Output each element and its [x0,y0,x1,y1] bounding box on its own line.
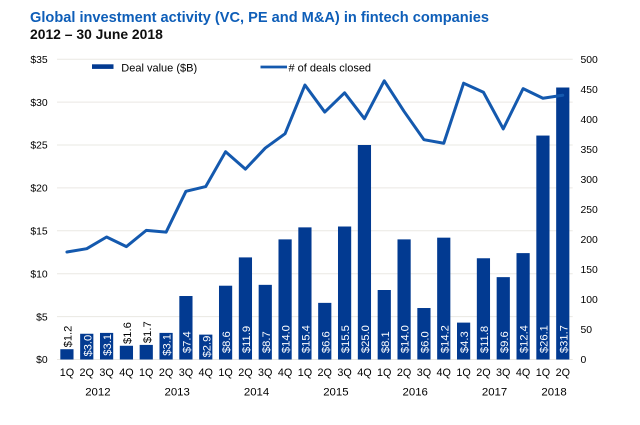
svg-text:2Q: 2Q [476,367,490,379]
svg-text:2Q: 2Q [397,367,411,379]
svg-text:450: 450 [581,85,599,96]
svg-text:$5: $5 [36,312,48,323]
svg-text:200: 200 [581,235,599,246]
svg-text:1Q: 1Q [456,367,470,379]
svg-text:4Q: 4Q [516,367,530,379]
svg-text:$8.7: $8.7 [261,331,273,353]
svg-text:4Q: 4Q [437,367,451,379]
svg-text:4Q: 4Q [357,367,371,379]
svg-text:$11.8: $11.8 [479,326,491,353]
svg-text:$4.3: $4.3 [459,331,471,353]
svg-text:2013: 2013 [165,387,190,399]
svg-text:150: 150 [581,265,599,276]
svg-text:$25.0: $25.0 [360,325,372,353]
svg-text:$3.1: $3.1 [162,334,174,356]
svg-text:2012 – 30 June 2018: 2012 – 30 June 2018 [30,26,163,42]
svg-text:$20: $20 [30,184,48,195]
svg-text:$11.9: $11.9 [241,326,253,353]
svg-text:$7.4: $7.4 [181,331,193,353]
svg-text:Global investment activity (VC: Global investment activity (VC, PE and M… [30,10,489,26]
svg-text:$14.0: $14.0 [281,325,293,353]
svg-text:$30: $30 [30,98,48,109]
svg-text:$8.1: $8.1 [380,331,392,353]
svg-text:$26.1: $26.1 [538,325,550,353]
svg-text:300: 300 [581,175,599,186]
svg-text:0: 0 [581,355,587,366]
svg-text:1Q: 1Q [218,367,232,379]
svg-text:250: 250 [581,205,599,216]
svg-text:1Q: 1Q [60,367,74,379]
svg-text:2018: 2018 [541,387,566,399]
svg-text:2Q: 2Q [159,367,173,379]
svg-text:$9.6: $9.6 [499,331,511,353]
svg-text:500: 500 [581,55,599,66]
svg-text:2Q: 2Q [238,367,252,379]
svg-text:4Q: 4Q [278,367,292,379]
svg-text:$0: $0 [36,355,48,366]
svg-text:2Q: 2Q [556,367,570,379]
svg-text:Deal value ($B): Deal value ($B) [121,62,197,74]
svg-text:$6.6: $6.6 [320,331,332,353]
svg-text:350: 350 [581,145,599,156]
svg-text:2016: 2016 [403,387,428,399]
svg-text:$3.0: $3.0 [82,335,94,357]
svg-text:3Q: 3Q [99,367,113,379]
svg-text:$14.0: $14.0 [400,325,412,353]
svg-text:1Q: 1Q [298,367,312,379]
svg-text:$10: $10 [30,269,48,280]
svg-text:$25: $25 [30,141,48,152]
svg-text:2Q: 2Q [80,367,94,379]
svg-text:4Q: 4Q [199,367,213,379]
svg-text:2017: 2017 [482,387,507,399]
svg-text:$1.6: $1.6 [122,322,134,344]
svg-text:400: 400 [581,115,599,126]
svg-text:3Q: 3Q [417,367,431,379]
svg-text:$15: $15 [30,227,48,238]
svg-text:$8.6: $8.6 [221,331,233,353]
svg-text:2014: 2014 [244,387,269,399]
svg-text:1Q: 1Q [139,367,153,379]
svg-text:1Q: 1Q [536,367,550,379]
svg-text:$6.0: $6.0 [419,331,431,353]
svg-text:$2.9: $2.9 [201,336,213,358]
svg-text:3Q: 3Q [496,367,510,379]
svg-text:$15.4: $15.4 [300,325,312,353]
svg-text:3Q: 3Q [337,367,351,379]
svg-text:50: 50 [581,325,593,336]
svg-text:$31.7: $31.7 [558,325,570,353]
svg-text:2015: 2015 [323,387,348,399]
svg-text:$14.2: $14.2 [439,325,451,353]
svg-text:$15.5: $15.5 [340,325,352,353]
svg-text:3Q: 3Q [179,367,193,379]
svg-text:100: 100 [581,295,599,306]
svg-text:3Q: 3Q [258,367,272,379]
svg-text:$35: $35 [30,55,48,66]
svg-text:# of deals closed: # of deals closed [289,62,372,74]
svg-text:$3.1: $3.1 [102,334,114,356]
svg-text:4Q: 4Q [119,367,133,379]
svg-text:$1.7: $1.7 [142,321,154,343]
svg-text:2Q: 2Q [318,367,332,379]
svg-text:1Q: 1Q [377,367,391,379]
svg-text:2012: 2012 [85,387,110,399]
svg-text:$1.2: $1.2 [62,326,74,348]
svg-text:$12.4: $12.4 [519,325,531,353]
